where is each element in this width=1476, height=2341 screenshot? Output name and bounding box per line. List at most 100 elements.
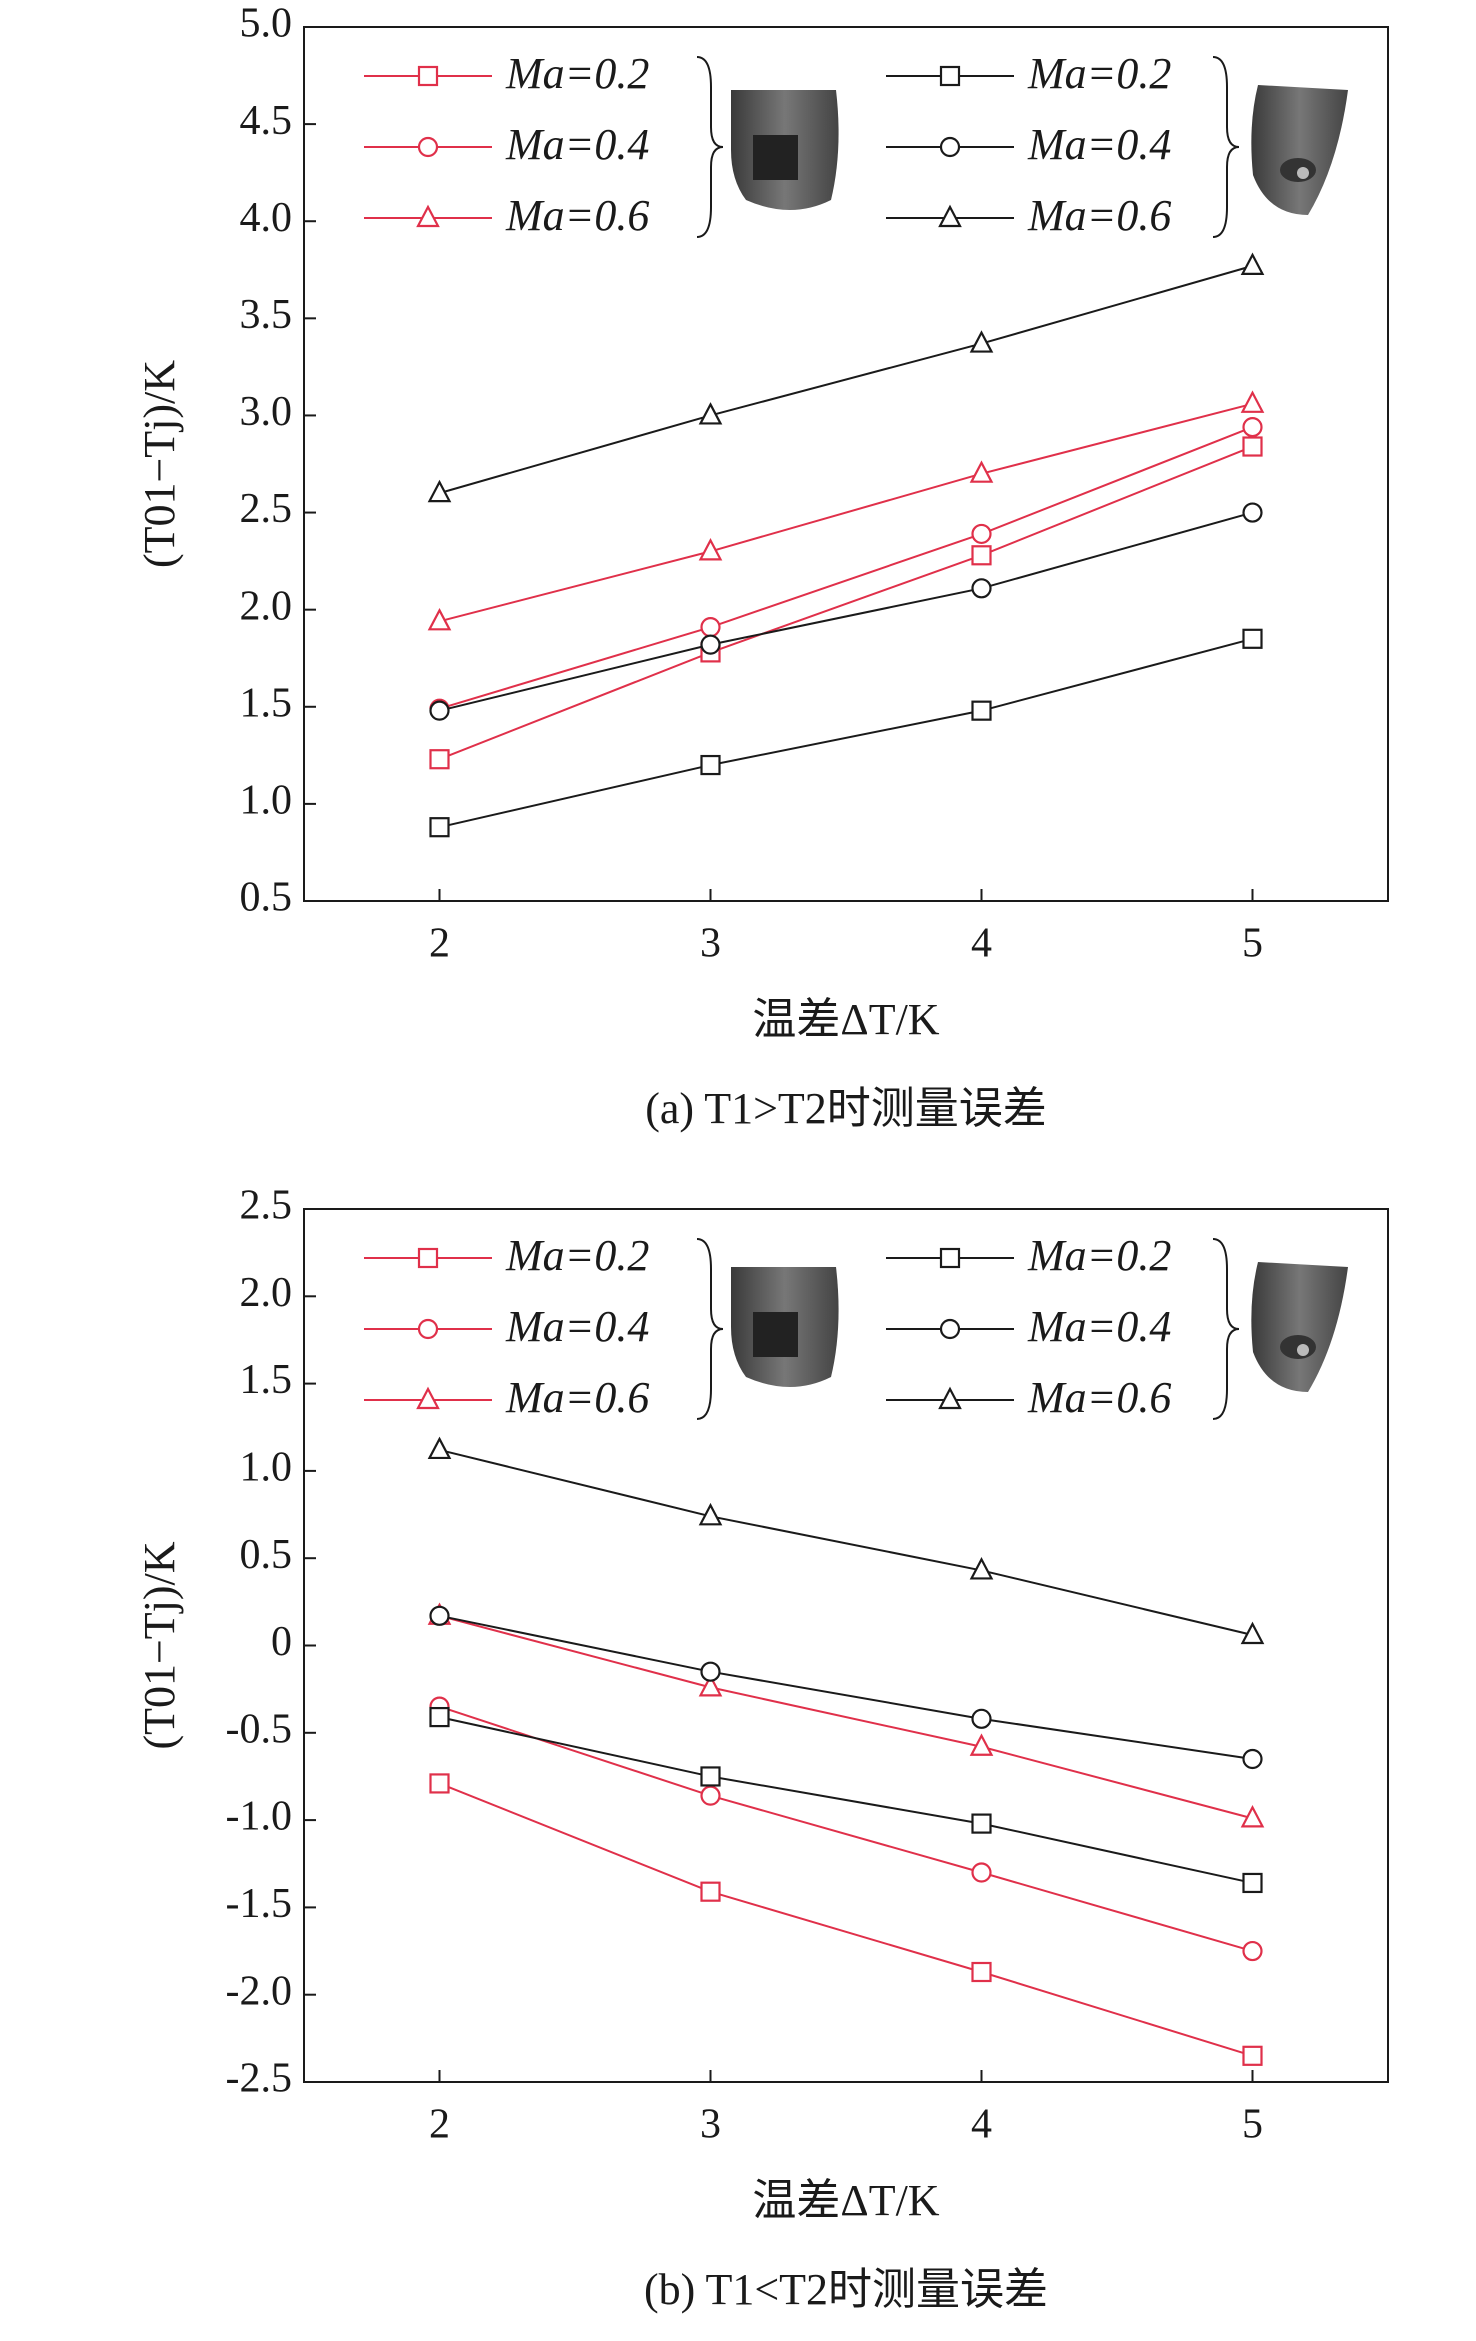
probe-image-b2 [1251, 1262, 1348, 1392]
data-point [427, 607, 452, 631]
series-line [439, 1716, 1253, 1884]
caption: (a) T1>T2时测量误差 [645, 1084, 1047, 1133]
data-point [971, 700, 992, 721]
y-tick-label: 5.0 [240, 1, 293, 47]
data-point [1242, 1748, 1263, 1770]
x-tick-label: 5 [1242, 921, 1263, 967]
legend-label: Ma=0.2 [1027, 1231, 1171, 1280]
y-tick-label: 1.5 [240, 1357, 293, 1403]
data-point [429, 1706, 450, 1728]
data-point [969, 330, 994, 353]
data-point [969, 1733, 994, 1756]
legend-marker [939, 136, 961, 158]
data-point [700, 1881, 721, 1902]
data-point [971, 1813, 992, 1834]
data-point [1240, 1804, 1265, 1828]
y-tick-label: 0 [271, 1619, 292, 1665]
probe-image-a1 [731, 90, 839, 210]
legend-label: Ma=0.4 [1027, 120, 1171, 169]
y-tick-label: 0.5 [240, 875, 293, 921]
data-point [427, 479, 452, 503]
y-tick-label: 3.0 [240, 389, 293, 435]
data-point [971, 1961, 992, 1983]
y-tick-label: 1.5 [240, 680, 293, 726]
x-tick-label: 2 [429, 2102, 450, 2148]
y-tick-label: 2.5 [240, 1183, 293, 1229]
data-point [1240, 390, 1265, 413]
y-tick-label: -2.5 [226, 2056, 293, 2102]
x-axis-label: 温差ΔT/K [752, 2176, 939, 2225]
data-point [971, 523, 992, 545]
legend-label: Ma=0.4 [1027, 1302, 1171, 1351]
series-line [439, 264, 1253, 495]
series-line [439, 426, 1253, 710]
data-point [971, 578, 992, 599]
legend-label: Ma=0.6 [1027, 191, 1171, 240]
plot-frame [303, 1208, 1389, 2083]
y-tick-label: -1.5 [226, 1881, 293, 1927]
legend-marker [939, 1318, 961, 1340]
y-tick-label: 2.0 [240, 1270, 293, 1316]
series-line [439, 1782, 1253, 2057]
series-line [439, 1705, 1253, 1953]
data-point [429, 1605, 450, 1626]
probe-image-b1 [1251, 85, 1348, 215]
x-tick-label: 2 [429, 921, 450, 967]
series-line [439, 1614, 1253, 1760]
plot-frame [303, 26, 1389, 902]
data-point [698, 1502, 723, 1526]
legend-marker [416, 1386, 440, 1410]
y-tick-label: 4.0 [240, 195, 293, 241]
y-tick-label: 2.0 [240, 583, 293, 629]
y-axis-label: (T01−Tj)/K [135, 360, 184, 568]
x-tick-label: 4 [971, 2102, 992, 2148]
legend-marker [417, 1247, 439, 1269]
x-tick-label: 3 [700, 921, 721, 967]
legend-label: Ma=0.2 [1027, 49, 1171, 98]
legend-marker [417, 65, 439, 87]
legend-label: Ma=0.6 [1027, 1373, 1171, 1422]
y-tick-label: -1.0 [226, 1794, 293, 1840]
legend-label: Ma=0.4 [505, 120, 649, 169]
legend-label: Ma=0.6 [505, 1373, 649, 1422]
data-point [1242, 1940, 1263, 1962]
x-tick-label: 5 [1242, 2102, 1263, 2148]
y-tick-label: 3.5 [240, 292, 293, 338]
data-point [700, 1785, 721, 1806]
data-point [700, 1661, 721, 1682]
legend-brace [696, 56, 724, 238]
x-tick-label: 4 [971, 921, 992, 967]
data-point [1242, 628, 1263, 649]
y-tick-label: 2.5 [240, 486, 293, 532]
data-point [700, 634, 721, 655]
series-line [439, 637, 1253, 829]
data-point [698, 1674, 723, 1697]
legend-brace [1212, 1238, 1240, 1420]
legend-marker [938, 1386, 962, 1410]
legend-label: Ma=0.4 [505, 1302, 649, 1351]
legend-marker [417, 136, 439, 158]
x-axis-label: 温差ΔT/K [752, 995, 939, 1044]
data-point [700, 1766, 721, 1787]
legend-label: Ma=0.6 [505, 191, 649, 240]
data-point [700, 617, 721, 638]
data-point [429, 700, 450, 721]
data-point [1242, 502, 1263, 523]
legend-marker [938, 204, 962, 228]
caption: (b) T1<T2时测量误差 [644, 2265, 1048, 2314]
probe-image-a2 [731, 1267, 839, 1387]
data-point [1242, 436, 1263, 457]
data-point [429, 817, 450, 838]
series-line [439, 402, 1253, 623]
data-point [1240, 252, 1265, 275]
data-point [969, 1557, 994, 1580]
data-point [700, 754, 721, 776]
legend-brace [696, 1238, 724, 1420]
y-tick-label: 1.0 [240, 778, 293, 824]
legend-marker [417, 1318, 439, 1340]
data-point [969, 460, 994, 483]
y-tick-label: -0.5 [226, 1706, 293, 1752]
series-line [439, 1448, 1253, 1636]
series-line [439, 511, 1253, 712]
data-point [698, 402, 723, 425]
